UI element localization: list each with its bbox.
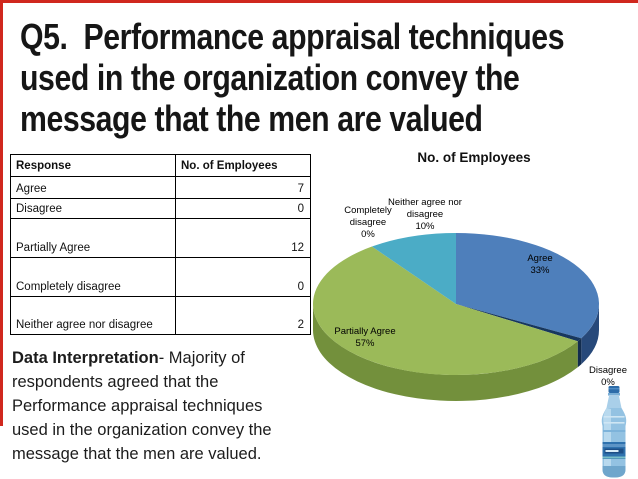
table-header-row: Response No. of Employees bbox=[10, 154, 311, 177]
pie-slice-agree bbox=[456, 233, 599, 339]
response-cell: Completely disagree bbox=[10, 257, 176, 297]
response-table: Response No. of Employees Agree 7 Disagree… bbox=[10, 154, 311, 335]
red-top-border-line bbox=[0, 0, 638, 3]
red-left-border-line bbox=[0, 0, 3, 426]
table-row: Neither agree nor disagree 2 bbox=[10, 296, 311, 335]
employees-count-cell: 12 bbox=[175, 218, 311, 258]
response-cell: Neither agree nor disagree bbox=[10, 296, 176, 335]
table-row: Partially Agree 12 bbox=[10, 218, 311, 258]
pie-label-completely-disagree: Completely disagree 0% bbox=[344, 205, 392, 240]
pie-slice-disagree bbox=[456, 304, 582, 342]
employees-count-cell: 0 bbox=[175, 257, 311, 297]
pie-label-agree: Agree 33% bbox=[527, 253, 553, 276]
table-header-response: Response bbox=[10, 154, 176, 177]
data-interpretation-lead: Data Interpretation bbox=[12, 349, 159, 367]
table-row: Disagree 0 bbox=[10, 198, 311, 219]
employees-count-cell: 7 bbox=[175, 176, 311, 199]
table-row: Completely disagree 0 bbox=[10, 257, 311, 297]
pie-slice-side-agree bbox=[581, 304, 599, 365]
water-bottle-image bbox=[601, 386, 627, 478]
pie-chart-area: No. of Employees Neither agree nor disag… bbox=[310, 148, 638, 428]
data-interpretation-body: - Majority of respondents agreed that th… bbox=[12, 349, 272, 463]
pie-3d-plot bbox=[312, 233, 599, 401]
table-row: Agree 7 bbox=[10, 176, 311, 199]
table-header-employees: No. of Employees bbox=[175, 154, 311, 177]
slide-title: Q5. Performance appraisal techniques use… bbox=[20, 16, 565, 139]
pie-label-disagree: Disagree 0% bbox=[588, 365, 628, 388]
response-cell: Agree bbox=[10, 176, 176, 199]
response-cell: Partially Agree bbox=[10, 218, 176, 258]
employees-count-cell: 0 bbox=[175, 198, 311, 219]
chart-title: No. of Employees bbox=[417, 150, 531, 165]
employees-count-cell: 2 bbox=[175, 296, 311, 335]
pie-slice-partially-agree bbox=[312, 246, 578, 376]
data-interpretation-text: Data Interpretation- Majority of respond… bbox=[12, 346, 318, 466]
pie-slice-side-partially-agree bbox=[313, 304, 578, 401]
response-cell: Disagree bbox=[10, 198, 176, 219]
pie-slice-side-disagree bbox=[577, 338, 582, 368]
pie-label-partially-agree: Partially Agree 57% bbox=[334, 326, 396, 349]
pie-slice-neither-agree-nor-disagree bbox=[371, 233, 456, 304]
pie-label-neither-agree-nor-disagree: Neither agree nor disagree 10% bbox=[388, 197, 462, 232]
